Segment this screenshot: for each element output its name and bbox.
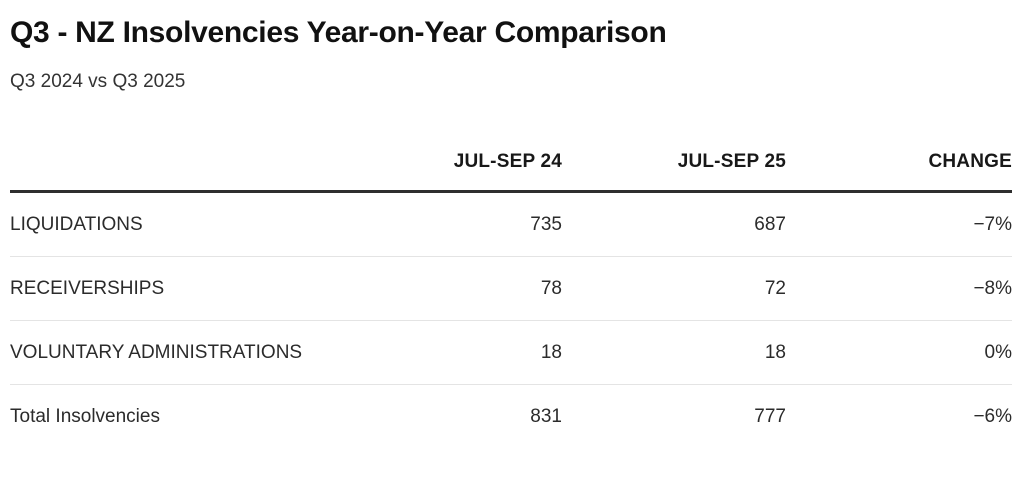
table-header-row: JUL-SEP 24 JUL-SEP 25 CHANGE xyxy=(10,93,1012,194)
row-label: VOLUNTARY ADMINISTRATIONS xyxy=(10,320,310,385)
row-label: RECEIVERSHIPS xyxy=(10,256,310,321)
value-cell: 777 xyxy=(562,384,786,449)
value-cell: 18 xyxy=(562,320,786,385)
column-header-jul-sep-25: JUL-SEP 25 xyxy=(562,93,786,194)
page-subtitle: Q3 2024 vs Q3 2025 xyxy=(10,70,186,92)
change-cell: −7% xyxy=(973,214,1012,236)
row-label: Total Insolvencies xyxy=(10,384,310,449)
change-cell: 0% xyxy=(786,320,1012,385)
change-cell: −8% xyxy=(786,256,1012,321)
change-cell: −6% xyxy=(786,384,1012,449)
column-header-blank xyxy=(10,93,310,194)
column-header-change: CHANGE xyxy=(786,93,1012,194)
table-row-voluntary-administrations: VOLUNTARY ADMINISTRATIONS 18 18 0% xyxy=(10,320,1012,385)
value-cell: 831 xyxy=(310,384,562,449)
value-cell: 687 xyxy=(754,214,786,236)
column-header-jul-sep-24: JUL-SEP 24 xyxy=(310,93,562,194)
value-cell: 18 xyxy=(310,320,562,385)
table-row-liquidations: LIQUIDATIONS 735 687 −7% xyxy=(10,192,1012,257)
value-cell: 735 xyxy=(530,214,562,236)
value-cell: 78 xyxy=(310,256,562,321)
comparison-table: JUL-SEP 24 JUL-SEP 25 CHANGE LIQUIDATION… xyxy=(10,93,1012,449)
value-cell: 72 xyxy=(562,256,786,321)
page-title: Q3 - NZ Insolvencies Year-on-Year Compar… xyxy=(10,16,667,49)
table-row-total-insolvencies: Total Insolvencies 831 777 −6% xyxy=(10,384,1012,449)
table-row-receiverships: RECEIVERSHIPS 78 72 −8% xyxy=(10,256,1012,321)
row-label: LIQUIDATIONS xyxy=(10,214,143,236)
